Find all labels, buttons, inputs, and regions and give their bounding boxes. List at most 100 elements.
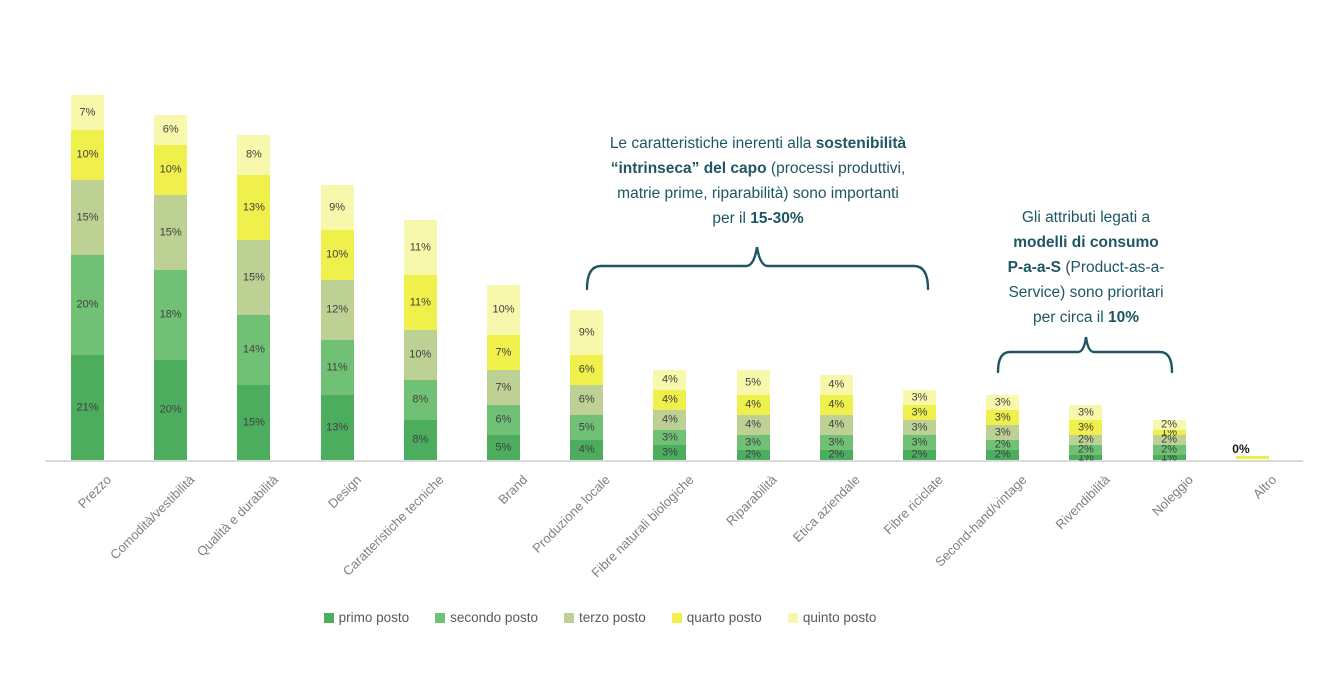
bar-segment: 11%	[320, 340, 354, 395]
bar-segment-label: 3%	[911, 391, 928, 403]
bar-segment-label: 8%	[412, 433, 429, 446]
annotation-line: modelli di consumo	[1013, 234, 1159, 251]
bar-fibre-riciclate: 2% 3% 3% 3% 3%	[903, 390, 936, 460]
bar-segment: 9%	[320, 185, 354, 230]
bar-segment: 2%	[736, 449, 770, 460]
bar-segment-label: 11%	[326, 361, 348, 373]
bar-segment-label: 2%	[994, 448, 1011, 461]
bar-segment-label: 3%	[745, 436, 762, 448]
bar-segment-label: 10%	[76, 148, 99, 161]
bar-segment: 2%	[986, 448, 1020, 461]
bar-segment: 8%	[403, 420, 437, 460]
bar-qualit-e-durabilit-: 15% 14% 15% 13% 8%	[237, 135, 271, 460]
bar-segment: 2%	[903, 448, 936, 461]
bar-segment-label: 2%	[828, 448, 845, 461]
legend-swatch-icon	[435, 612, 446, 623]
bar-segment: 4%	[653, 390, 687, 410]
legend-swatch-icon	[671, 612, 682, 623]
bar-segment: 2%	[1069, 443, 1103, 456]
bar-segment-label: 3%	[911, 406, 928, 418]
bar-segment: 3%	[903, 435, 936, 450]
bar-segment: 1%	[1152, 452, 1186, 463]
bar-segment: 4%	[736, 415, 770, 435]
bar-segment-label: 8%	[245, 148, 262, 161]
bar-segment: 20%	[71, 255, 104, 355]
x-axis-label: Comodità/vestibilità	[106, 472, 198, 563]
bar-segment-label: 3%	[994, 426, 1011, 438]
bar-segment-label: 2%	[1077, 443, 1094, 456]
bar-segment-label: 7%	[495, 381, 512, 393]
bar-segment: 2%	[1152, 418, 1186, 431]
bar-produzione-locale: 4% 5% 6% 6% 9%	[570, 310, 604, 460]
bar-segment-label: 9%	[329, 201, 346, 213]
annotation-line: P-a-a-S (Product-as-a-	[1007, 259, 1165, 276]
bar-segment: 10%	[320, 230, 354, 280]
bar-design: 13% 11% 12% 10% 9%	[320, 185, 354, 460]
bar-segment-label: 5%	[495, 441, 512, 453]
bar-segment-label: 11%	[409, 296, 431, 308]
bar-segment-label: 5%	[578, 421, 595, 433]
x-axis-label: Design	[324, 472, 364, 512]
bar-segment-label: 2%	[1161, 418, 1178, 431]
bar-segment: 3%	[903, 390, 936, 405]
bar-segment-label: 2%	[1161, 443, 1178, 456]
bar-segment: 3%	[1069, 405, 1103, 420]
bar-segment-label: 15%	[76, 211, 99, 223]
bar-segment-label: 1%	[1077, 451, 1094, 463]
bar-segment: 4%	[653, 410, 687, 430]
bar-segment: 2%	[819, 448, 853, 461]
bar-segment: 3%	[653, 445, 687, 460]
zero-label: 0%	[1232, 442, 1250, 456]
annotation-paas: Gli attributi legati a modelli di consumo…	[962, 205, 1210, 330]
brace-sustainability-icon	[585, 246, 930, 291]
bar-segment-label: 20%	[159, 403, 182, 416]
bar-segment-label: 9%	[578, 326, 595, 338]
legend-label: quinto posto	[802, 610, 877, 625]
bar-segment-label: 3%	[994, 396, 1011, 408]
bar-segment-label: 4%	[661, 413, 678, 426]
bar-segment: 2%	[986, 438, 1020, 451]
bar-segment-label: 4%	[578, 443, 595, 456]
x-axis-label: Brand	[494, 472, 531, 508]
bar-segment-label: 6%	[495, 413, 512, 426]
zero-bar	[1235, 456, 1269, 459]
annotation-line: “intrinseca” del capo (processi produtti…	[610, 160, 906, 177]
bar-segment: 3%	[1069, 420, 1103, 435]
legend-item: quarto posto	[671, 610, 762, 625]
bar-segment-label: 3%	[911, 421, 928, 433]
bar-segment-label: 12%	[326, 303, 349, 316]
annotation-line: Gli attributi legati a	[1021, 209, 1151, 226]
annotation-line: per il 15-30%	[712, 210, 804, 227]
bar-segment-label: 3%	[828, 436, 845, 448]
bar-segment-label: 2%	[911, 448, 928, 461]
annotation-line: Le caratteristiche inerenti alla sosteni…	[609, 135, 907, 152]
annotation-line: per circa il 10%	[1033, 309, 1139, 326]
bar-segment: 14%	[237, 315, 271, 385]
x-axis-label: Riparabilità	[723, 472, 780, 529]
bar-segment-label: 20%	[76, 298, 99, 311]
bar-segment: 3%	[986, 425, 1020, 440]
bar-segment: 3%	[653, 430, 687, 445]
x-axis-line	[45, 460, 1303, 462]
bar-segment: 13%	[320, 395, 354, 460]
bar-segment: 10%	[71, 130, 104, 180]
bar-segment-label: 7%	[495, 346, 512, 358]
bar-segment-label: 10%	[492, 303, 515, 316]
bar-riparabilit-: 2% 3% 4% 4% 5%	[736, 370, 770, 460]
bar-segment: 5%	[570, 415, 604, 440]
bar-segment-label: 2%	[994, 438, 1011, 451]
bar-segment: 7%	[71, 95, 104, 130]
bar-segment: 4%	[736, 395, 770, 415]
legend-label: secondo posto	[450, 610, 538, 625]
bar-segment-label: 2%	[1077, 433, 1094, 446]
bar-segment: 3%	[903, 420, 936, 435]
x-axis-label: Fibre riciclate	[880, 472, 947, 538]
x-axis-label: Qualità e durabilità	[193, 472, 281, 560]
bar-segment: 3%	[819, 435, 853, 450]
bar-segment: 7%	[487, 370, 520, 405]
bar-segment: 20%	[154, 360, 188, 460]
bar-segment: 10%	[154, 145, 188, 195]
bar-segment: 15%	[237, 385, 271, 460]
bar-segment: 4%	[819, 415, 853, 435]
